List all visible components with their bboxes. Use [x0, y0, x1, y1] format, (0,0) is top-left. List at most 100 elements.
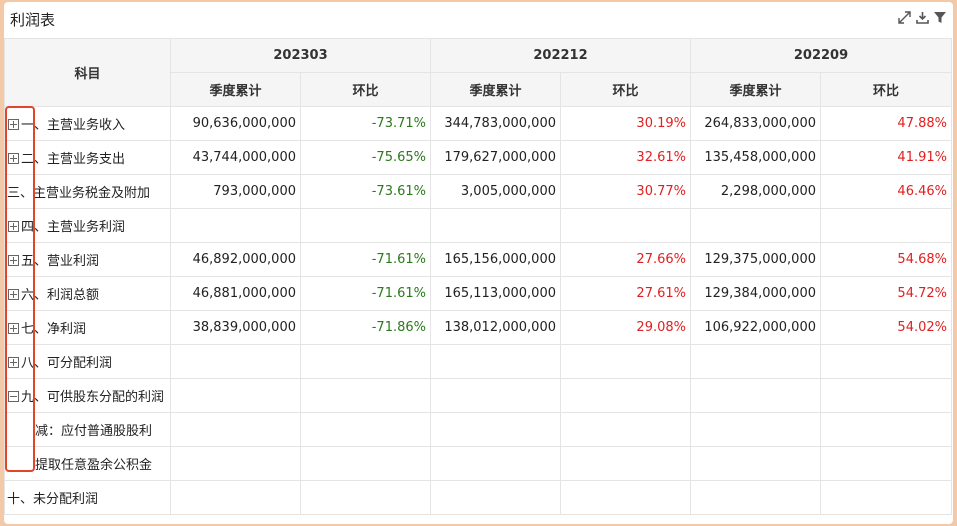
- cumulative-value: [690, 412, 821, 447]
- change-value: [560, 378, 691, 413]
- expand-row-icon[interactable]: [8, 289, 19, 300]
- cumulative-value: 38,839,000,000: [170, 310, 301, 345]
- table-row: 三、主营业务税金及附加 793,000,000 -73.61% 3,005,000,0…: [4, 174, 952, 209]
- row-label: 三、主营业务税金及附加: [7, 186, 151, 201]
- change-value: [820, 480, 952, 515]
- cumulative-value: 264,833,000,000: [690, 106, 821, 141]
- change-value: [820, 412, 952, 447]
- row-subject-cell: 二、主营业务支出: [4, 140, 171, 175]
- change-header[interactable]: 环比: [300, 72, 431, 107]
- change-value: -73.61%: [300, 174, 431, 209]
- change-value: -75.65%: [300, 140, 431, 175]
- row-subject-cell: 三、主营业务税金及附加: [4, 174, 171, 209]
- expand-row-icon[interactable]: [8, 119, 19, 130]
- cumulative-value: [430, 378, 561, 413]
- table-row: 十、未分配利润: [4, 480, 952, 515]
- change-value: [560, 412, 691, 447]
- cumulative-value: [170, 480, 301, 515]
- cumulative-value: 165,113,000,000: [430, 276, 561, 311]
- cumulative-value: [170, 208, 301, 243]
- change-value: [820, 208, 952, 243]
- row-label: 五、营业利润: [21, 254, 100, 269]
- change-value: [300, 378, 431, 413]
- row-subject-cell: 八、可分配利润: [4, 344, 171, 379]
- change-value: 54.02%: [820, 310, 952, 345]
- cumulative-value: 129,384,000,000: [690, 276, 821, 311]
- row-subject-cell: 七、净利润: [4, 310, 171, 345]
- cumulative-value: [170, 412, 301, 447]
- row-subject-cell: 减：应付普通股股利: [4, 412, 171, 447]
- cumulative-value: 43,744,000,000: [170, 140, 301, 175]
- expand-row-icon[interactable]: [8, 323, 19, 334]
- change-value: [820, 378, 952, 413]
- change-value: [560, 480, 691, 515]
- cumulative-header[interactable]: 季度累计: [430, 72, 561, 107]
- cumulative-value: [430, 412, 561, 447]
- table-row: 减：应付普通股股利: [4, 412, 952, 447]
- expand-row-icon[interactable]: [8, 255, 19, 266]
- cumulative-value: 3,005,000,000: [430, 174, 561, 209]
- cumulative-value: 135,458,000,000: [690, 140, 821, 175]
- change-value: [300, 208, 431, 243]
- cumulative-value: [690, 446, 821, 481]
- cumulative-value: 179,627,000,000: [430, 140, 561, 175]
- change-value: [560, 344, 691, 379]
- filter-icon[interactable]: [933, 9, 947, 25]
- table-row: 二、主营业务支出 43,744,000,000 -75.65% 179,627,000…: [4, 140, 952, 175]
- table-row: 五、营业利润 46,892,000,000 -71.61% 165,156,000,0…: [4, 242, 952, 277]
- change-value: 54.68%: [820, 242, 952, 277]
- cumulative-value: [430, 344, 561, 379]
- change-header[interactable]: 环比: [560, 72, 691, 107]
- table-row: 一、主营业务收入 90,636,000,000 -73.71% 344,783,000…: [4, 106, 952, 141]
- cumulative-value: [430, 208, 561, 243]
- period-header[interactable]: 202212: [430, 38, 691, 73]
- cumulative-value: 165,156,000,000: [430, 242, 561, 277]
- change-value: [560, 208, 691, 243]
- row-subject-cell: 五、营业利润: [4, 242, 171, 277]
- subject-header: 科目: [4, 38, 171, 107]
- row-label: 十、未分配利润: [7, 492, 99, 507]
- expand-row-icon[interactable]: [8, 153, 19, 164]
- row-subject-cell: 四、主营业务利润: [4, 208, 171, 243]
- row-label: 一、主营业务收入: [21, 118, 126, 133]
- change-value: 30.77%: [560, 174, 691, 209]
- cumulative-value: [430, 446, 561, 481]
- table-row: 提取任意盈余公积金: [4, 446, 952, 481]
- cumulative-value: [690, 344, 821, 379]
- expand-icon[interactable]: [897, 9, 911, 25]
- row-subject-cell: 九、可供股东分配的利润: [4, 378, 171, 413]
- change-value: [300, 412, 431, 447]
- change-value: 29.08%: [560, 310, 691, 345]
- cumulative-value: 344,783,000,000: [430, 106, 561, 141]
- change-value: [300, 480, 431, 515]
- row-label: 提取任意盈余公积金: [35, 458, 153, 473]
- change-value: [300, 344, 431, 379]
- change-value: 27.61%: [560, 276, 691, 311]
- cumulative-header[interactable]: 季度累计: [690, 72, 821, 107]
- collapse-row-icon[interactable]: [8, 391, 19, 402]
- change-value: [820, 344, 952, 379]
- cumulative-value: [170, 446, 301, 481]
- income-table: 科目 202303 202212 202209 季度累计 环比 季度累计 环比 …: [4, 38, 952, 515]
- row-label: 减：应付普通股股利: [35, 424, 153, 439]
- change-value: -71.61%: [300, 242, 431, 277]
- row-label: 八、可分配利润: [21, 356, 113, 371]
- expand-row-icon[interactable]: [8, 221, 19, 232]
- period-header[interactable]: 202303: [170, 38, 431, 73]
- change-header[interactable]: 环比: [820, 72, 952, 107]
- row-label: 六、利润总额: [21, 288, 100, 303]
- expand-row-icon[interactable]: [8, 357, 19, 368]
- change-value: 32.61%: [560, 140, 691, 175]
- cumulative-value: [690, 208, 821, 243]
- download-icon[interactable]: [915, 9, 929, 25]
- cumulative-value: 129,375,000,000: [690, 242, 821, 277]
- change-value: 54.72%: [820, 276, 952, 311]
- cumulative-header[interactable]: 季度累计: [170, 72, 301, 107]
- cumulative-value: [690, 378, 821, 413]
- panel-toolbar: [897, 9, 947, 25]
- cumulative-value: 46,892,000,000: [170, 242, 301, 277]
- change-value: 30.19%: [560, 106, 691, 141]
- cumulative-value: [170, 378, 301, 413]
- period-header[interactable]: 202209: [690, 38, 952, 73]
- cumulative-value: 106,922,000,000: [690, 310, 821, 345]
